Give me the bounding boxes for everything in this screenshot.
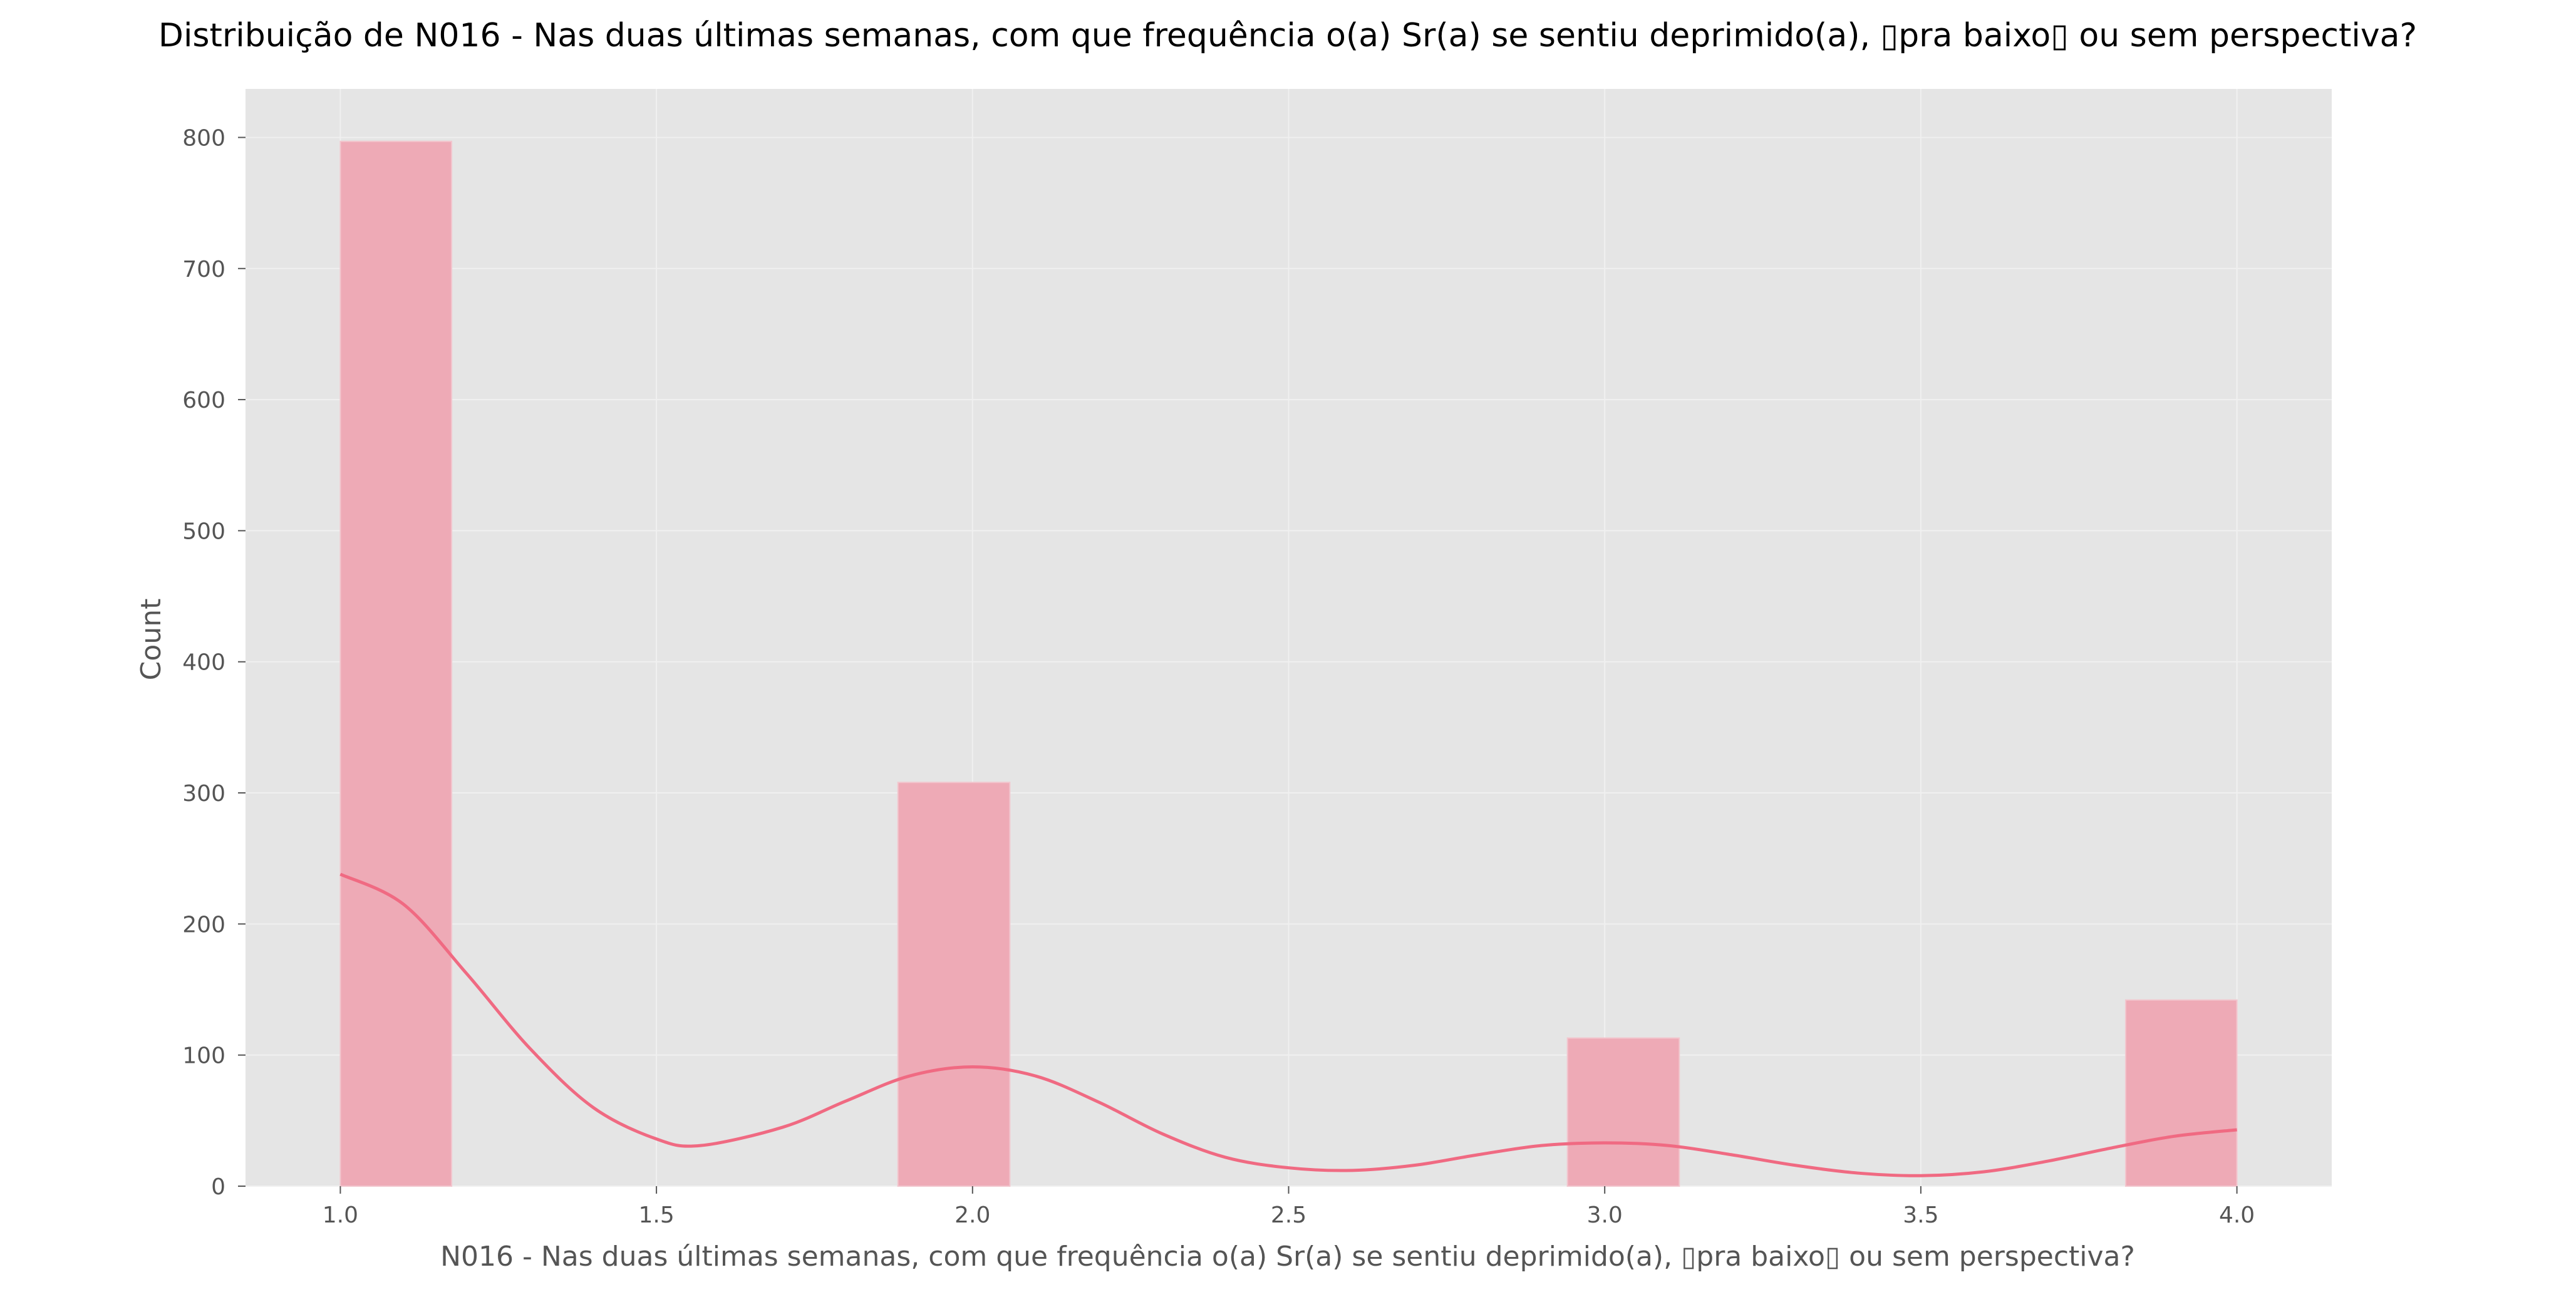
y-tick-label: 500: [182, 519, 225, 544]
y-tick-label: 300: [182, 781, 225, 807]
x-tick-label: 2.0: [954, 1202, 990, 1228]
chart-title: Distribuição de N016 - Nas duas últimas …: [158, 17, 2417, 54]
histogram-bar: [897, 782, 1011, 1187]
histogram-bar: [2124, 999, 2238, 1187]
y-tick-label: 800: [182, 125, 225, 151]
histogram-bar: [339, 140, 453, 1187]
x-tick-label: 3.5: [1903, 1202, 1938, 1228]
x-tick-label: 1.0: [323, 1202, 358, 1228]
kde-curve: [339, 872, 2237, 1177]
x-tick-label: 4.0: [2219, 1202, 2255, 1228]
x-axis-ticks: 1.0 1.5 2.0 2.5 3.0 3.5 4.0: [323, 1186, 2255, 1228]
y-axis-ticks: 0 100 200 300 400 500 600 700 800: [182, 125, 246, 1200]
grid-lines: [246, 89, 2332, 1187]
y-tick-label: 700: [182, 257, 225, 282]
y-tick-label: 100: [182, 1043, 225, 1069]
x-tick-label: 1.5: [638, 1202, 674, 1228]
y-axis-label: Count: [135, 599, 167, 681]
y-tick-label: 600: [182, 388, 225, 413]
y-tick-label: 200: [182, 912, 225, 938]
x-tick-label: 3.0: [1587, 1202, 1623, 1228]
histogram-bar: [1566, 1037, 1680, 1187]
y-tick-label: 400: [182, 650, 225, 676]
y-tick-label: 0: [211, 1174, 225, 1200]
x-tick-label: 2.5: [1271, 1202, 1306, 1228]
histogram-bars: [339, 140, 2238, 1187]
x-axis-label: N016 - Nas duas últimas semanas, com que…: [440, 1241, 2135, 1273]
